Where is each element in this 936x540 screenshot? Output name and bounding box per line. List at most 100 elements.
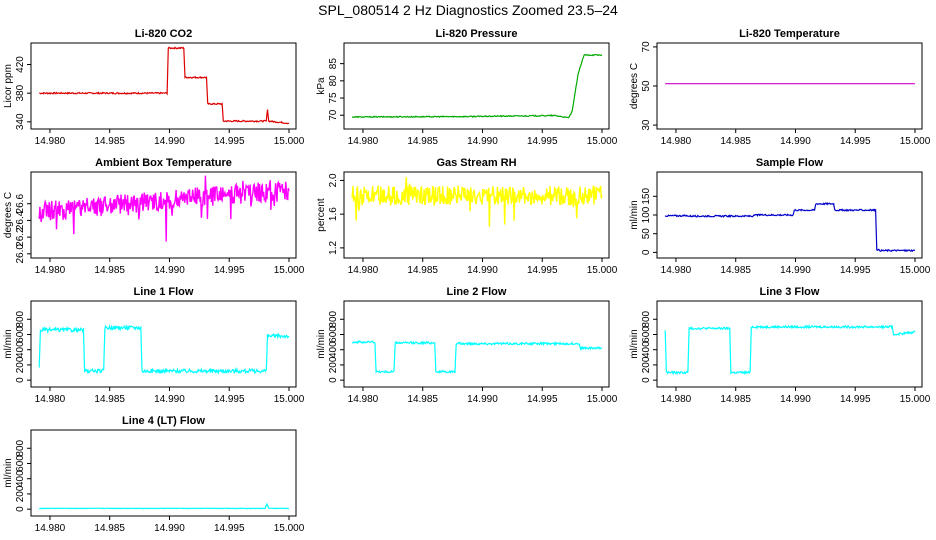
x-tick-label: 14.995 (214, 394, 245, 405)
panel-title: Li-820 Temperature (739, 28, 840, 40)
y-tick-label: 1.6 (328, 207, 339, 221)
y-tick-label: 1.2 (328, 240, 339, 254)
y-tick-label: 400 (15, 341, 26, 358)
y-tick-label: 85 (328, 58, 339, 70)
series-line (351, 53, 603, 119)
x-tick-label: 15.000 (274, 394, 305, 405)
x-tick-label: 14.985 (720, 136, 751, 147)
y-axis-label: degrees C (3, 192, 14, 238)
y-axis-label: ml/min (629, 200, 640, 229)
x-tick-label: 14.995 (527, 394, 558, 405)
x-tick-label: 14.990 (780, 265, 811, 276)
series-line (351, 176, 603, 227)
plot-frame (30, 171, 297, 259)
x-tick-label: 15.000 (587, 265, 618, 276)
series-line (39, 46, 289, 125)
x-tick-label: 14.990 (154, 136, 185, 147)
plot-frame (30, 429, 297, 517)
x-tick-label: 14.985 (720, 394, 751, 405)
y-tick-label: 800 (15, 310, 26, 327)
y-axis-label: Licor ppm (3, 64, 14, 108)
x-tick-label: 14.985 (407, 265, 438, 276)
panel-title: Ambient Box Temperature (95, 157, 232, 169)
series-line (352, 339, 603, 375)
y-tick-label: 600 (15, 455, 26, 472)
panel-title: Gas Stream RH (436, 157, 516, 169)
x-tick-label: 14.995 (527, 136, 558, 147)
y-tick-label: 150 (641, 188, 652, 205)
y-tick-label: 400 (15, 470, 26, 487)
y-axis-label: ml/min (629, 329, 640, 358)
panel-title: Sample Flow (756, 157, 824, 169)
y-tick-label: 70 (641, 41, 652, 53)
panel-li-820-pressure: Li-820 Pressure 14.980 14.985 14.990 14.995 1… (316, 28, 618, 147)
panel-title: Li-820 Pressure (436, 28, 518, 40)
plot-frame (343, 42, 610, 130)
y-tick-label: 600 (15, 326, 26, 343)
y-tick-label: 800 (641, 310, 652, 327)
x-tick-label: 14.990 (467, 394, 498, 405)
x-tick-label: 14.990 (154, 523, 185, 534)
x-tick-label: 14.995 (527, 265, 558, 276)
panel-title: Line 2 Flow (447, 286, 507, 298)
y-tick-label: 50 (641, 80, 652, 92)
y-tick-label: 26.6 (15, 194, 26, 214)
x-tick-label: 14.980 (35, 523, 66, 534)
x-tick-label: 15.000 (274, 136, 305, 147)
plot-frame (656, 42, 923, 130)
x-tick-label: 14.990 (780, 136, 811, 147)
x-tick-label: 14.980 (35, 265, 66, 276)
y-tick-label: 200 (15, 485, 26, 502)
y-tick-label: 400 (641, 341, 652, 358)
x-tick-label: 15.000 (900, 265, 931, 276)
panel-title: Line 1 Flow (134, 286, 194, 298)
x-tick-label: 14.995 (214, 523, 245, 534)
plot-frame (343, 300, 610, 388)
plot-frame (656, 300, 923, 388)
y-tick-label: 0 (641, 249, 652, 255)
panel-line-2-flow: Line 2 Flow 14.980 14.985 14.990 14.995 15.00… (316, 286, 618, 405)
y-tick-label: 0 (641, 377, 652, 383)
x-tick-label: 14.980 (348, 136, 379, 147)
y-tick-label: 800 (15, 439, 26, 456)
y-tick-label: 420 (15, 56, 26, 73)
y-tick-label: 200 (641, 356, 652, 373)
panel-title: Li-820 CO2 (135, 28, 192, 40)
series-line (664, 202, 916, 253)
figure-title: SPL_080514 2 Hz Diagnostics Zoomed 23.5–… (318, 2, 618, 18)
y-axis-label: degrees C (629, 63, 640, 109)
y-axis-label: ml/min (3, 329, 14, 358)
panel-line-3-flow: Line 3 Flow 14.980 14.985 14.990 14.995 15.00… (629, 286, 931, 405)
x-tick-label: 14.995 (840, 265, 871, 276)
y-tick-label: 80 (328, 75, 339, 87)
x-tick-label: 14.985 (94, 265, 125, 276)
y-tick-label: 200 (328, 356, 339, 373)
y-tick-label: 75 (328, 92, 339, 104)
x-tick-label: 14.990 (154, 394, 185, 405)
series-line (38, 175, 290, 242)
x-tick-label: 14.985 (407, 394, 438, 405)
y-tick-label: 30 (641, 119, 652, 131)
panel-sample-flow: Sample Flow 14.980 14.985 14.990 14.995 15.00… (629, 157, 931, 276)
x-tick-label: 14.995 (214, 265, 245, 276)
y-tick-label: 0 (328, 377, 339, 383)
x-tick-label: 14.980 (661, 394, 692, 405)
panel-li-820-co2: Li-820 CO2 14.980 14.985 14.990 14.995 15.000… (3, 28, 305, 147)
x-tick-label: 14.985 (94, 394, 125, 405)
x-tick-label: 14.980 (348, 394, 379, 405)
x-tick-label: 14.995 (840, 394, 871, 405)
series-line (38, 323, 290, 375)
y-tick-label: 340 (15, 113, 26, 130)
y-axis-label: ml/min (316, 329, 327, 358)
panel-title: Line 4 (LT) Flow (122, 415, 205, 427)
plot-frame (30, 300, 297, 388)
x-tick-label: 15.000 (274, 523, 305, 534)
y-tick-label: 50 (641, 228, 652, 240)
panel-gas-stream-rh: Gas Stream RH 14.980 14.985 14.990 14.995 15.… (316, 157, 618, 276)
y-tick-label: 26.0 (15, 244, 26, 264)
plot-frame (30, 42, 297, 130)
x-tick-label: 14.985 (94, 136, 125, 147)
x-tick-label: 15.000 (587, 394, 618, 405)
x-tick-label: 14.980 (35, 136, 66, 147)
x-tick-label: 14.980 (35, 394, 66, 405)
